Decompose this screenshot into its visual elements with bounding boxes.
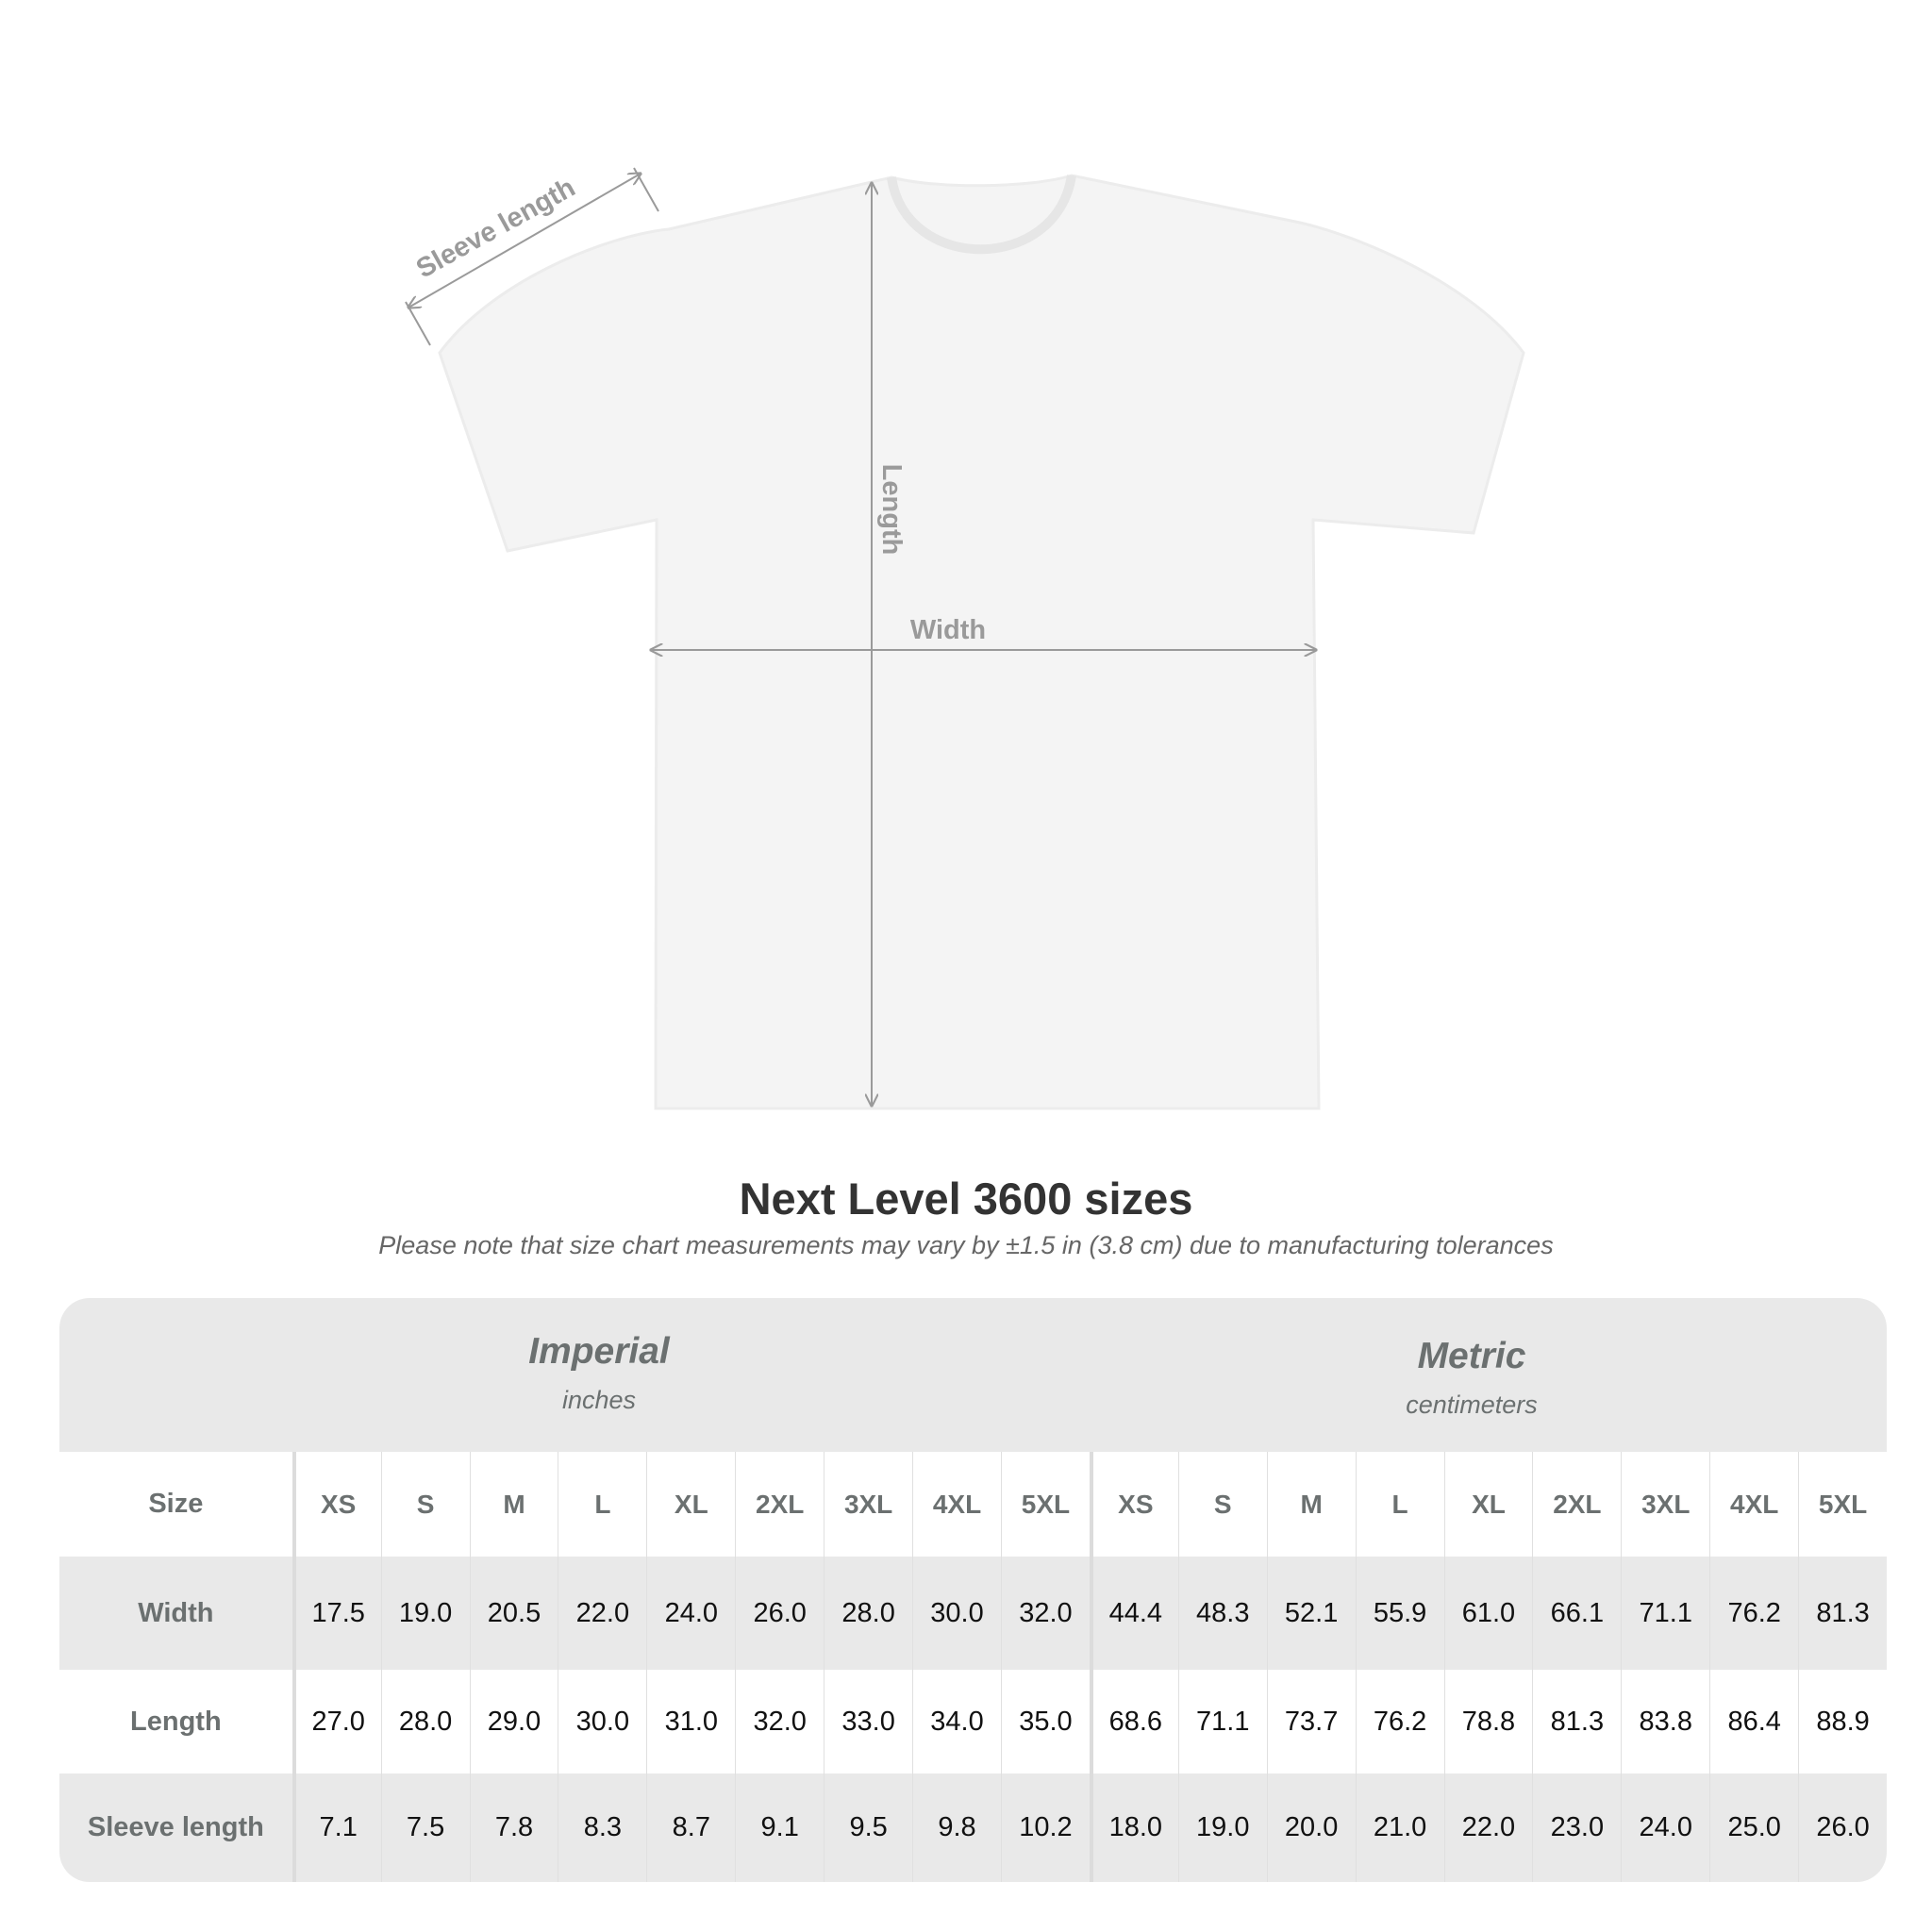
imperial-value-cell: 8.3 — [558, 1774, 646, 1882]
metric-value-cell: 22.0 — [1443, 1774, 1533, 1882]
imperial-size-header: XL — [646, 1452, 735, 1557]
metric-value-cell: 81.3 — [1798, 1557, 1887, 1670]
metric-value-cell: 20.0 — [1266, 1774, 1356, 1882]
metric-value-cell: 19.0 — [1177, 1774, 1267, 1882]
imperial-value-cell: 28.0 — [380, 1670, 470, 1774]
metric-value-cell: 71.1 — [1177, 1670, 1267, 1774]
metric-value-cell: 21.0 — [1355, 1774, 1444, 1882]
imperial-value-cell: 29.0 — [469, 1670, 558, 1774]
imperial-value-cell: 7.1 — [291, 1774, 381, 1882]
metric-value-cell: 55.9 — [1355, 1557, 1444, 1670]
imperial-value-cell: 9.1 — [735, 1774, 824, 1882]
metric-size-header: XS — [1089, 1452, 1178, 1557]
imperial-value-cell: 10.2 — [1000, 1774, 1090, 1882]
row-label: Width — [138, 1597, 214, 1628]
metric-value-cell: 83.8 — [1621, 1670, 1709, 1774]
table-header-band — [59, 1298, 1887, 1452]
imperial-header: Imperial inches — [528, 1331, 670, 1414]
metric-value-cell: 44.4 — [1089, 1557, 1178, 1670]
imperial-value-cell: 7.5 — [380, 1774, 470, 1882]
imperial-size-header: L — [558, 1452, 646, 1557]
imperial-size-header: 5XL — [1000, 1452, 1090, 1557]
metric-size-header: M — [1266, 1452, 1356, 1557]
metric-value-cell: 76.2 — [1355, 1670, 1444, 1774]
imperial-value-cell: 31.0 — [646, 1670, 735, 1774]
imperial-value-cell: 30.0 — [558, 1670, 646, 1774]
metric-value-cell: 78.8 — [1443, 1670, 1533, 1774]
imperial-value-cell: 19.0 — [380, 1557, 470, 1670]
imperial-size-header: 2XL — [735, 1452, 824, 1557]
metric-value-cell: 88.9 — [1798, 1670, 1887, 1774]
collar — [887, 175, 1076, 255]
page-title: Next Level 3600 sizes — [739, 1174, 1193, 1224]
metric-value-cell: 24.0 — [1621, 1774, 1709, 1882]
metric-value-cell: 71.1 — [1621, 1557, 1709, 1670]
sleeve-arrow — [408, 174, 641, 308]
imperial-size-header: S — [380, 1452, 470, 1557]
table-row: Width 17.5 19.0 20.5 22.0 24.0 26.0 28.0 30.0 32.… — [59, 1557, 1887, 1670]
metric-value-cell: 23.0 — [1532, 1774, 1621, 1882]
imperial-value-cell: 20.5 — [469, 1557, 558, 1670]
row-label: Length — [130, 1706, 222, 1737]
metric-value-cell: 86.4 — [1709, 1670, 1798, 1774]
metric-size-header: 3XL — [1621, 1452, 1709, 1557]
tshirt-diagram: Sleeve length Length Width — [405, 167, 1525, 1110]
metric-value-cell: 26.0 — [1798, 1774, 1887, 1882]
metric-size-header: 2XL — [1532, 1452, 1621, 1557]
metric-value-cell: 81.3 — [1532, 1670, 1621, 1774]
imperial-value-cell: 32.0 — [1000, 1557, 1090, 1670]
metric-value-cell: 18.0 — [1089, 1774, 1178, 1882]
metric-value-cell: 25.0 — [1709, 1774, 1798, 1882]
imperial-value-cell: 27.0 — [291, 1670, 381, 1774]
metric-value-cell: 76.2 — [1709, 1557, 1798, 1670]
imperial-size-header: M — [469, 1452, 558, 1557]
imperial-value-cell: 33.0 — [824, 1670, 912, 1774]
table-row: Sleeve length 7.1 7.5 7.8 8.3 8.7 9.1 9.5 9.8 10.… — [59, 1774, 1887, 1882]
metric-value-cell: 73.7 — [1266, 1670, 1356, 1774]
imperial-value-cell: 17.5 — [291, 1557, 381, 1670]
imperial-value-cell: 32.0 — [735, 1670, 824, 1774]
width-label: Width — [910, 615, 986, 645]
size-header-row: Size XS S M L XL 2XL 3XL 4XL 5XL XS S M L XL 2XL 3XL 4XL 5… — [59, 1452, 1887, 1557]
metric-size-header: L — [1355, 1452, 1444, 1557]
metric-size-header: S — [1177, 1452, 1267, 1557]
tolerance-note: Please note that size chart measurements… — [378, 1231, 1554, 1259]
imperial-value-cell: 7.8 — [469, 1774, 558, 1882]
metric-value-cell: 68.6 — [1089, 1670, 1178, 1774]
imperial-value-cell: 30.0 — [912, 1557, 1001, 1670]
imperial-value-cell: 9.5 — [824, 1774, 912, 1882]
imperial-size-header: 4XL — [912, 1452, 1001, 1557]
metric-size-header: 4XL — [1709, 1452, 1798, 1557]
imperial-value-cell: 9.8 — [912, 1774, 1001, 1882]
imperial-size-header: XS — [291, 1452, 381, 1557]
metric-value-cell: 66.1 — [1532, 1557, 1621, 1670]
imperial-value-cell: 8.7 — [646, 1774, 735, 1882]
metric-value-cell: 48.3 — [1177, 1557, 1267, 1670]
metric-size-header: XL — [1443, 1452, 1533, 1557]
imperial-value-cell: 26.0 — [735, 1557, 824, 1670]
length-label: Length — [876, 464, 907, 556]
imperial-size-header: 3XL — [824, 1452, 912, 1557]
imperial-value-cell: 34.0 — [912, 1670, 1001, 1774]
row-label: Size — [148, 1489, 204, 1519]
metric-size-header: 5XL — [1798, 1452, 1887, 1557]
row-label: Sleeve length — [87, 1812, 264, 1842]
imperial-value-cell: 35.0 — [1000, 1670, 1090, 1774]
imperial-value-cell: 28.0 — [824, 1557, 912, 1670]
table-row: Length 27.0 28.0 29.0 30.0 31.0 32.0 33.0 34.0 35… — [59, 1670, 1887, 1774]
metric-value-cell: 61.0 — [1443, 1557, 1533, 1670]
metric-header: Metric centimeters — [1406, 1336, 1538, 1419]
imperial-value-cell: 24.0 — [646, 1557, 735, 1670]
imperial-value-cell: 22.0 — [558, 1557, 646, 1670]
size-table: Imperial inches Metric centimeters Size X… — [59, 1298, 1887, 1882]
metric-value-cell: 52.1 — [1266, 1557, 1356, 1670]
